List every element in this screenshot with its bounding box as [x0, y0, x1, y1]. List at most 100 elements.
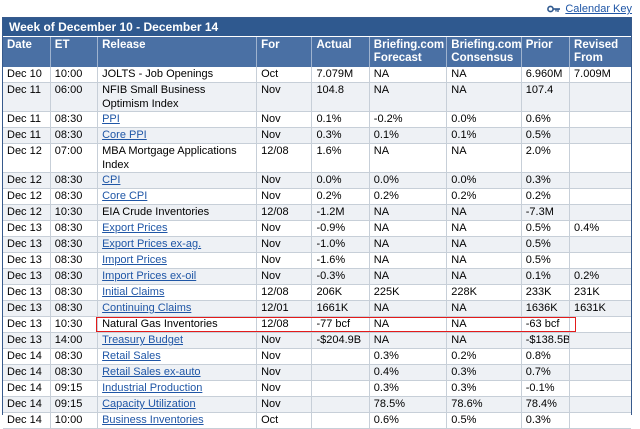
- cell-for: Nov: [256, 82, 313, 112]
- release-link[interactable]: Core CPI: [102, 190, 148, 202]
- cell-for: 12/08: [256, 204, 313, 221]
- cell-actual: [311, 380, 370, 397]
- cell-release: Export Prices: [97, 220, 258, 237]
- release-link[interactable]: Export Prices: [102, 222, 168, 234]
- cell-actual: -77 bcf: [311, 316, 370, 333]
- cell-et: 08:30: [50, 364, 99, 381]
- release-link[interactable]: Industrial Production: [102, 382, 203, 394]
- table-row: Dec 14 09:15 Capacity Utilization Nov 78.5% 7…: [3, 396, 631, 413]
- cell-release: Import Prices ex-oil: [97, 268, 258, 285]
- table-row: Dec 13 08:30 Continuing Claims 12/01 1661K NA…: [3, 300, 631, 317]
- cell-et: 10:00: [50, 67, 99, 83]
- cell-release: CPI: [97, 172, 258, 189]
- cell-et: 08:30: [50, 284, 99, 301]
- cell-prior: 0.3%: [521, 172, 571, 189]
- cell-consensus: NA: [446, 67, 522, 83]
- col-release: Release: [97, 37, 258, 67]
- release-link[interactable]: Retail Sales ex-auto: [102, 366, 201, 378]
- cell-date: Dec 13: [3, 332, 51, 349]
- cell-forecast: 78.5%: [369, 396, 448, 413]
- cell-prior: -0.1%: [521, 380, 571, 397]
- cell-revised: [569, 204, 631, 221]
- cell-forecast: NA: [369, 316, 448, 333]
- cell-revised: [569, 143, 631, 173]
- cell-forecast: 0.4%: [369, 364, 448, 381]
- cell-release: Capacity Utilization: [97, 396, 258, 413]
- release-link[interactable]: Treasury Budget: [102, 334, 184, 346]
- cell-revised: [569, 412, 631, 429]
- cell-for: Oct: [256, 412, 313, 429]
- cell-consensus: 228K: [446, 284, 522, 301]
- cell-consensus: 0.0%: [446, 172, 522, 189]
- cell-date: Dec 12: [3, 188, 51, 205]
- cell-prior: 1636K: [521, 300, 571, 317]
- cell-et: 08:30: [50, 300, 99, 317]
- cell-date: Dec 12: [3, 204, 51, 221]
- cell-prior: 0.6%: [521, 111, 571, 128]
- cell-for: 12/08: [256, 316, 313, 333]
- cell-forecast: NA: [369, 300, 448, 317]
- cell-et: 10:00: [50, 412, 99, 429]
- cell-et: 09:15: [50, 396, 99, 413]
- cell-actual: 7.079M: [311, 67, 370, 83]
- cell-forecast: 225K: [369, 284, 448, 301]
- cell-release: Continuing Claims: [97, 300, 258, 317]
- release-link[interactable]: PPI: [102, 113, 120, 125]
- cell-date: Dec 13: [3, 268, 51, 285]
- cell-date: Dec 11: [3, 127, 51, 144]
- release-link[interactable]: Retail Sales: [102, 350, 161, 362]
- release-link[interactable]: Core PPI: [102, 129, 147, 141]
- cell-release: Natural Gas Inventories: [97, 316, 258, 333]
- release-link[interactable]: Capacity Utilization: [102, 398, 196, 410]
- release-link[interactable]: Business Inventories: [102, 414, 204, 426]
- cell-release: MBA Mortgage Applications Index: [97, 143, 258, 173]
- table-body: Dec 10 10:00 JOLTS - Job Openings Oct 7.079M…: [3, 67, 631, 429]
- cell-actual: -1.6%: [311, 252, 370, 269]
- release-link[interactable]: Export Prices ex-ag.: [102, 238, 202, 250]
- col-consensus: Briefing.com Consensus: [446, 37, 522, 67]
- cell-date: Dec 11: [3, 82, 51, 112]
- cell-actual: 1661K: [311, 300, 370, 317]
- cell-et: 07:00: [50, 143, 99, 173]
- cell-actual: [311, 396, 370, 413]
- cell-consensus: 0.2%: [446, 348, 522, 365]
- cell-actual: -0.3%: [311, 268, 370, 285]
- cell-for: Nov: [256, 380, 313, 397]
- table-row: Dec 10 10:00 JOLTS - Job Openings Oct 7.079M…: [3, 67, 631, 83]
- cell-revised: 7.009M: [569, 67, 631, 83]
- cell-date: Dec 13: [3, 252, 51, 269]
- table-row: Dec 13 08:30 Import Prices ex-oil Nov -0.3% N…: [3, 268, 631, 285]
- cell-consensus: NA: [446, 220, 522, 237]
- cell-revised: [569, 396, 631, 413]
- release-link[interactable]: Import Prices ex-oil: [102, 270, 197, 282]
- cell-actual: -1.0%: [311, 236, 370, 253]
- cell-et: 08:30: [50, 127, 99, 144]
- cell-forecast: 0.0%: [369, 172, 448, 189]
- cell-revised: [569, 188, 631, 205]
- cell-actual: 0.3%: [311, 127, 370, 144]
- cell-for: Nov: [256, 348, 313, 365]
- cell-release: Export Prices ex-ag.: [97, 236, 258, 253]
- cell-date: Dec 13: [3, 284, 51, 301]
- calendar-key-link[interactable]: Calendar Key: [547, 3, 632, 15]
- cell-actual: [311, 412, 370, 429]
- cell-consensus: 0.3%: [446, 380, 522, 397]
- cell-date: Dec 14: [3, 412, 51, 429]
- release-link[interactable]: CPI: [102, 174, 121, 186]
- cell-et: 08:30: [50, 268, 99, 285]
- cell-revised: [569, 172, 631, 189]
- table-row: Dec 12 08:30 Core CPI Nov 0.2% 0.2% 0.2% 0.2%: [3, 188, 631, 205]
- cell-consensus: NA: [446, 143, 522, 173]
- cell-et: 10:30: [50, 316, 99, 333]
- release-link[interactable]: Initial Claims: [102, 286, 165, 298]
- table-row: Dec 12 07:00 MBA Mortgage Applications Ind…: [3, 143, 631, 173]
- cell-date: Dec 12: [3, 143, 51, 173]
- cell-prior: 0.2%: [521, 188, 571, 205]
- cell-prior: 0.5%: [521, 236, 571, 253]
- calendar-key-label: Calendar Key: [565, 3, 632, 15]
- release-link[interactable]: Import Prices: [102, 254, 167, 266]
- cell-prior: -$138.5B: [521, 332, 571, 349]
- cell-prior: 78.4%: [521, 396, 571, 413]
- cell-date: Dec 14: [3, 348, 51, 365]
- release-link[interactable]: Continuing Claims: [102, 302, 192, 314]
